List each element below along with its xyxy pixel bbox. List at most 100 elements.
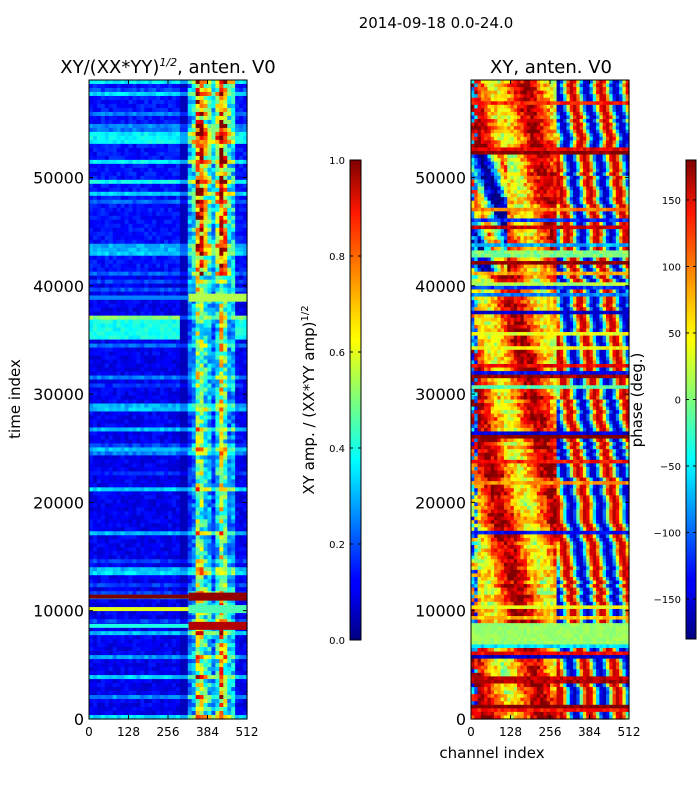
heatmap-cell: [179, 383, 185, 389]
heatmap-cell: [156, 279, 161, 285]
heatmap-cell: [96, 479, 102, 484]
heatmap-cell: [124, 127, 130, 133]
heatmap-cell: [100, 531, 106, 536]
heatmap-cell: [235, 471, 240, 476]
heatmap-cell: [100, 307, 106, 313]
heatmap-cell: [92, 323, 98, 329]
heatmap-cell: [231, 543, 236, 548]
heatmap-cell: [132, 279, 137, 285]
heatmap-cell: [132, 383, 137, 389]
heatmap-cell: [187, 167, 193, 173]
heatmap-cell: [100, 403, 106, 409]
heatmap-cell: [156, 239, 161, 245]
heatmap-cell: [140, 555, 145, 560]
heatmap-cell: [199, 255, 205, 261]
heatmap-cell: [179, 331, 185, 337]
heatmap-cell: [164, 451, 169, 457]
heatmap-cell: [231, 171, 236, 177]
heatmap-cell: [144, 139, 149, 145]
heatmap-cell: [160, 355, 165, 361]
heatmap-cell: [92, 251, 98, 257]
heatmap-cell: [231, 527, 236, 532]
heatmap-cell: [227, 187, 232, 193]
heatmap-cell: [156, 299, 161, 305]
heatmap-cell: [219, 559, 224, 564]
heatmap-cell: [96, 527, 102, 532]
heatmap-cell: [108, 451, 114, 457]
heatmap-cell: [168, 399, 173, 405]
heatmap-cell: [179, 299, 185, 305]
heatmap-cell: [183, 279, 189, 285]
heatmap-cell: [175, 191, 181, 197]
heatmap-cell: [144, 115, 149, 121]
heatmap-cell: [136, 379, 141, 385]
heatmap-cell: [96, 179, 102, 185]
heatmap-cell: [89, 531, 94, 536]
heatmap-cell: [120, 531, 126, 536]
heatmap-cell: [140, 511, 145, 516]
heatmap-cell: [116, 459, 122, 464]
heatmap-cell: [231, 107, 236, 113]
heatmap-cell: [140, 103, 145, 109]
heatmap-cell: [164, 103, 169, 109]
heatmap-cell: [120, 207, 126, 213]
heatmap-cell: [231, 431, 236, 437]
heatmap-cell: [148, 147, 153, 153]
heatmap-cell: [160, 375, 165, 381]
heatmap-cell: [152, 243, 157, 249]
heatmap-cell: [164, 495, 169, 500]
heatmap-cell: [179, 551, 185, 556]
heatmap-cell: [116, 155, 122, 161]
heatmap-cell: [183, 227, 189, 233]
heatmap-cell: [120, 539, 126, 544]
heatmap-cell: [243, 215, 248, 221]
heatmap-cell: [100, 259, 106, 265]
heatmap-cell: [239, 131, 244, 137]
heatmap-cell: [203, 551, 209, 556]
heatmap-cell: [168, 407, 173, 413]
heatmap-cell: [231, 203, 236, 209]
heatmap-cell: [136, 215, 141, 221]
heatmap-cell: [223, 171, 228, 177]
heatmap-cell: [100, 267, 106, 273]
heatmap-cell: [136, 163, 141, 169]
heatmap-cell: [187, 303, 193, 309]
heatmap-cell: [108, 383, 114, 389]
heatmap-cell: [215, 399, 220, 405]
heatmap-cell: [187, 80, 193, 85]
heatmap-cell: [207, 139, 213, 145]
heatmap-cell: [211, 131, 216, 137]
heatmap-cell: [128, 515, 134, 520]
heatmap-cell: [207, 403, 213, 409]
heatmap-cell: [199, 567, 205, 572]
heatmap-cell: [148, 371, 153, 377]
heatmap-cell: [140, 559, 145, 564]
heatmap-cell: [152, 315, 157, 321]
heatmap-cell: [89, 471, 94, 476]
heatmap-cell: [203, 195, 209, 201]
heatmap-cell: [223, 259, 228, 265]
heatmap-cell: [168, 415, 173, 421]
heatmap-cell: [168, 223, 173, 229]
heatmap-cell: [243, 87, 248, 93]
heatmap-cell: [235, 503, 240, 508]
heatmap-cell: [164, 567, 169, 572]
heatmap-cell: [108, 283, 114, 289]
heatmap-cell: [171, 447, 177, 453]
heatmap-cell: [116, 191, 122, 197]
heatmap-cell: [96, 283, 102, 289]
heatmap-cell: [168, 275, 173, 281]
heatmap-cell: [175, 243, 181, 249]
heatmap-cell: [128, 107, 134, 113]
heatmap-cell: [144, 503, 149, 508]
heatmap-cell: [92, 259, 98, 265]
heatmap-cell: [164, 187, 169, 193]
heatmap-cell: [179, 451, 185, 457]
heatmap-cell: [171, 487, 177, 492]
heatmap-cell: [219, 159, 224, 165]
heatmap-cell: [164, 443, 169, 449]
heatmap-cell: [187, 339, 193, 345]
heatmap-cell: [175, 423, 181, 429]
heatmap-cell: [243, 315, 248, 321]
heatmap-cell: [211, 319, 216, 325]
